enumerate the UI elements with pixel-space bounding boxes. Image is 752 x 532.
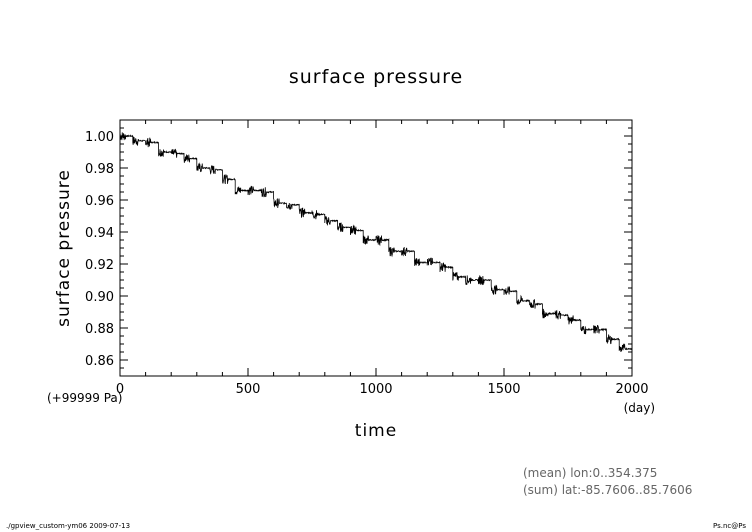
chart-title: surface pressure — [289, 66, 463, 88]
y-axis-ticks: 0.86 0.88 0.90 0.92 0.94 0.96 0.98 1.00 — [85, 119, 632, 377]
footer-left: ./gpview_custom-ym06 2009-07-13 — [6, 522, 130, 530]
y-tick-label: 0.92 — [85, 258, 114, 273]
x-axis-label: time — [355, 421, 397, 441]
mean-annotation: (mean) lon:0..354.375 — [523, 466, 657, 480]
x-tick-label: 500 — [236, 382, 261, 397]
x-axis-unit: (day) — [624, 401, 655, 415]
x-tick-label: 1500 — [487, 382, 520, 397]
y-tick-label: 0.90 — [85, 290, 114, 305]
y-axis-label: surface pressure — [54, 169, 74, 327]
series-line — [119, 132, 633, 359]
y-tick-label: 0.86 — [85, 354, 114, 369]
x-tick-label: 2000 — [615, 382, 648, 397]
footer-right: Ps.nc@Ps — [713, 522, 746, 530]
y-tick-label: 0.88 — [85, 322, 114, 337]
x-tick-label: 0 — [116, 382, 124, 397]
y-tick-label: 1.00 — [85, 130, 114, 145]
data-series — [119, 132, 633, 359]
sum-annotation: (sum) lat:-85.7606..85.7606 — [523, 483, 692, 497]
y-axis-unit: (+99999 Pa) — [47, 391, 122, 405]
x-axis-ticks: 0 500 1000 1500 2000 — [116, 120, 649, 397]
y-tick-label: 0.96 — [85, 194, 114, 209]
y-tick-label: 0.98 — [85, 162, 114, 177]
y-tick-label: 0.94 — [85, 226, 114, 241]
x-tick-label: 1000 — [359, 382, 392, 397]
